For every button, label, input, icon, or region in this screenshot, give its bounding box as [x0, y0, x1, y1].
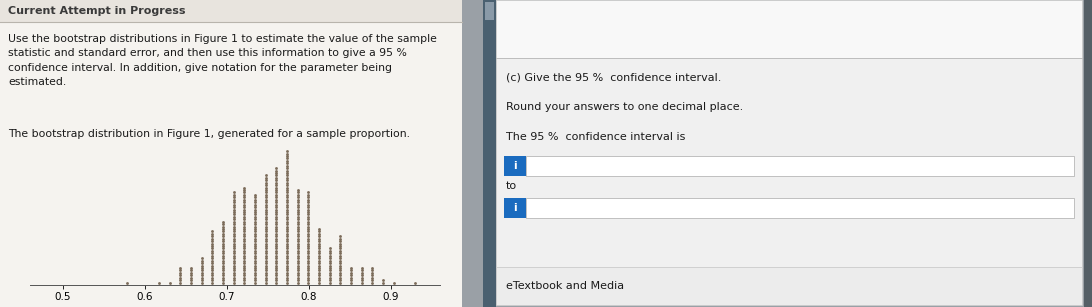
- Text: i: i: [513, 161, 517, 171]
- FancyBboxPatch shape: [505, 156, 526, 176]
- Text: Use the bootstrap distributions in Figure 1 to estimate the value of the sample
: Use the bootstrap distributions in Figur…: [8, 34, 437, 87]
- Text: The bootstrap distribution in Figure 1, generated for a sample proportion.: The bootstrap distribution in Figure 1, …: [8, 129, 410, 139]
- FancyBboxPatch shape: [0, 0, 462, 22]
- FancyBboxPatch shape: [1084, 0, 1092, 307]
- FancyBboxPatch shape: [496, 0, 1082, 58]
- Text: The 95 %  confidence interval is: The 95 % confidence interval is: [506, 132, 686, 142]
- FancyBboxPatch shape: [505, 198, 526, 218]
- FancyBboxPatch shape: [496, 58, 1082, 267]
- FancyBboxPatch shape: [0, 22, 462, 307]
- FancyBboxPatch shape: [526, 156, 1075, 176]
- Text: (c) Give the 95 %  confidence interval.: (c) Give the 95 % confidence interval.: [506, 72, 722, 82]
- Text: to: to: [506, 181, 518, 191]
- Text: Current Attempt in Progress: Current Attempt in Progress: [8, 6, 186, 16]
- Text: i: i: [513, 203, 517, 213]
- FancyBboxPatch shape: [485, 2, 494, 20]
- Text: eTextbook and Media: eTextbook and Media: [506, 281, 625, 291]
- Text: Round your answers to one decimal place.: Round your answers to one decimal place.: [506, 102, 744, 112]
- FancyBboxPatch shape: [483, 0, 496, 307]
- FancyBboxPatch shape: [526, 198, 1075, 218]
- FancyBboxPatch shape: [496, 267, 1082, 305]
